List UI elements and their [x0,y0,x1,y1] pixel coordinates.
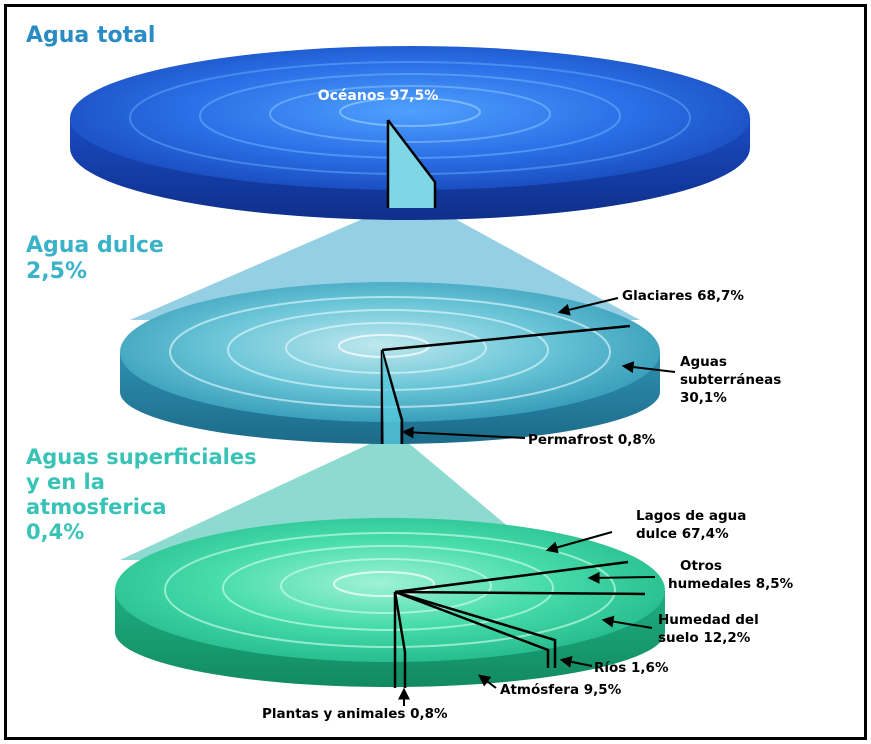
label-subterraneas-2: subterráneas [680,372,781,388]
ocean-disc [70,46,750,220]
surface-water-disc [115,518,665,688]
pointer-lines [398,297,676,706]
oceanos-label: Océanos 97,5% [318,88,439,104]
title-superficiales-4: 0,4% [26,520,84,544]
label-suelo-2: suelo 12,2% [658,630,751,646]
title-superficiales-1: Aguas superficiales [26,445,257,469]
fresh-water-disc [120,282,660,444]
label-subterraneas-1: Aguas [680,354,727,370]
label-lagos-2: dulce 67,4% [636,526,729,542]
label-suelo-1: Humedad del [658,612,759,628]
label-subterraneas-3: 30,1% [680,390,727,406]
title-agua-dulce-pct: 2,5% [26,259,87,284]
title-agua-dulce: Agua dulce [26,233,164,258]
label-plantas: Plantas y animales 0,8% [262,706,448,722]
label-atmosfera: Atmósfera 9,5% [500,682,622,698]
label-permafrost: Permafrost 0,8% [528,432,656,448]
title-superficiales-3: atmosferica [26,495,167,519]
label-humedales-1: Otros [680,558,722,574]
title-superficiales-2: y en la [26,470,105,494]
label-lagos-1: Lagos de agua [636,508,746,524]
label-glaciares: Glaciares 68,7% [622,288,744,304]
title-agua-total: Agua total [26,23,155,48]
label-rios: Ríos 1,6% [594,660,669,676]
label-humedales-2: humedales 8,5% [668,576,794,592]
